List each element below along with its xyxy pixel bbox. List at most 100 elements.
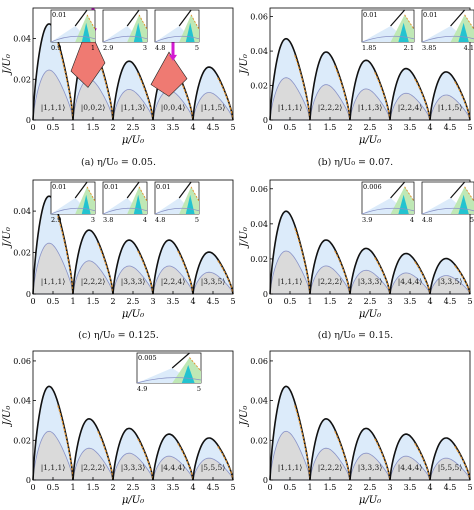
- lobe-2: |2,2,2⟩: [309, 51, 351, 121]
- x-tick-label: 4: [427, 483, 432, 492]
- x-tick-label: 2: [347, 297, 352, 306]
- x-tick-label: 4.5: [444, 483, 457, 492]
- inner-lobe-fill: [192, 457, 234, 481]
- y-tick-label: 0.04: [13, 397, 31, 406]
- lobe-5: |3,3,5⟩: [192, 251, 234, 295]
- outer-lobe-line: [152, 239, 194, 295]
- dashed-boundary: [137, 438, 154, 481]
- x-tick-label: 0.5: [47, 297, 60, 306]
- dashed-boundary: [414, 78, 431, 121]
- lobe-2: |2,2,2⟩: [72, 417, 114, 481]
- inset-x-tick: 5: [195, 44, 199, 52]
- inset-1: 0.01 1.85 2.1: [361, 9, 415, 52]
- lobe-label: |1,1,5⟩: [438, 103, 463, 112]
- dashed-boundary: [334, 65, 351, 121]
- lobe-label: |2,2,4⟩: [398, 103, 423, 112]
- y-tick-label: 0.04: [250, 397, 268, 406]
- dashed-boundary: [454, 446, 471, 481]
- x-tick-label: 4: [190, 123, 195, 132]
- outer-lobe-line: [349, 427, 391, 481]
- y-tick-label: 0.04: [250, 47, 268, 56]
- dashed-boundary: [217, 446, 234, 481]
- x-tick-label: 2: [110, 483, 115, 492]
- x-tick-label: 4.5: [207, 483, 220, 492]
- caption-d: (d) η/U₀ = 0.15.: [317, 330, 394, 341]
- inset-2: 0.01 3.8 4: [102, 181, 148, 224]
- x-tick-label: 3.5: [404, 483, 417, 492]
- inset-x-tick: 4.1: [464, 44, 474, 52]
- x-tick-label: 2.5: [127, 297, 140, 306]
- dashed-boundary: [57, 43, 74, 121]
- inner-lobe-fill: [429, 275, 471, 295]
- x-tick-label: 1.5: [87, 123, 100, 132]
- lobe-label: |3,3,3⟩: [358, 277, 383, 286]
- lobe-1: |1,1,1⟩: [32, 23, 74, 121]
- x-axis-label: μ/U₀: [359, 309, 381, 320]
- lobe-1: |1,1,1⟩: [32, 385, 74, 481]
- y-tick-label: 0.06: [250, 13, 268, 22]
- inner-lobe-fill: [72, 447, 114, 481]
- lobe-label: |1,1,1⟩: [41, 103, 66, 112]
- x-tick-label: 4.5: [444, 123, 457, 132]
- y-tick-label: 0: [26, 476, 31, 485]
- inset-x-tick: 1.85: [362, 44, 376, 52]
- lobe-1: |1,1,1⟩: [269, 210, 311, 295]
- inset-x-tick: 4.9: [137, 385, 147, 393]
- inner-lobe-fill: [309, 447, 351, 481]
- inset-y-tick: 0.01: [52, 11, 66, 19]
- lobe-2: |2,2,2⟩: [309, 239, 351, 295]
- x-tick-label: 5: [230, 123, 235, 132]
- lobe-label: |0,0,4⟩: [161, 103, 186, 112]
- inset-y-tick: 0.01: [423, 11, 437, 19]
- lobe-label: |2,2,2⟩: [318, 103, 343, 112]
- y-axis-label: J/U₀: [2, 227, 13, 249]
- dashed-boundary: [177, 250, 194, 295]
- lobe-label: |3,3,3⟩: [121, 277, 146, 286]
- red-region: [150, 51, 188, 97]
- panel-a: |1,1,1⟩ |0,0,2⟩ |1,1,3⟩ |0,0,4⟩ |1,1,5⟩ 0 0.02…: [2, 7, 236, 146]
- x-tick-label: 1.5: [324, 297, 337, 306]
- x-axis-label: μ/U₀: [122, 309, 144, 320]
- dashed-boundary: [374, 438, 391, 481]
- inset-3: 0.01 4.8 5: [154, 181, 200, 224]
- inset-2: 4.8 5: [421, 181, 474, 224]
- outer-lobe-line: [389, 67, 431, 121]
- inset-y-tick: 0.01: [363, 11, 377, 19]
- inset-x-tick: 4.8: [155, 44, 165, 52]
- lobe-3: |3,3,3⟩: [112, 239, 154, 295]
- lobe-1: |1,1,1⟩: [269, 385, 311, 481]
- inner-lobe-fill: [269, 250, 311, 295]
- y-tick-label: 0.02: [250, 255, 268, 264]
- inner-lobe-fill: [152, 265, 194, 295]
- y-tick-label: 0: [26, 116, 31, 125]
- x-axis-label: μ/U₀: [359, 495, 381, 506]
- x-tick-label: 4: [427, 123, 432, 132]
- x-tick-label: 0.5: [284, 483, 297, 492]
- inset-y-tick: 0.01: [52, 183, 66, 191]
- lobe-label: |4,4,4⟩: [161, 463, 186, 472]
- panel-e: |1,1,1⟩ |2,2,2⟩ |3,3,3⟩ |4,4,4⟩ |5,5,5⟩ 0 0.02…: [2, 350, 236, 506]
- inner-lobe-fill: [112, 452, 154, 481]
- inner-lobe-fill: [429, 94, 471, 121]
- lobe-3: |1,1,3⟩: [112, 60, 154, 121]
- inner-lobe-fill: [429, 457, 471, 481]
- y-tick-label: 0.06: [13, 357, 31, 366]
- y-tick-label: 0.04: [13, 35, 31, 44]
- lobe-4: |4,4,4⟩: [152, 433, 194, 481]
- y-tick-label: 0.02: [13, 249, 31, 258]
- caption-c: (c) η/U₀ = 0.125.: [78, 330, 159, 341]
- outer-lobe-line: [112, 427, 154, 481]
- x-tick-label: 0: [267, 483, 272, 492]
- inner-lobe-fill: [112, 265, 154, 295]
- lobe-label: |2,2,2⟩: [81, 463, 106, 472]
- x-tick-label: 1: [307, 483, 312, 492]
- x-tick-label: 5: [467, 483, 472, 492]
- dashed-boundary: [294, 227, 311, 295]
- y-tick-label: 0.06: [250, 357, 268, 366]
- inset-x-tick: 4: [143, 216, 147, 224]
- dashed-boundary: [217, 260, 234, 295]
- y-tick-label: 0.02: [13, 75, 31, 84]
- lobe-label: |1,1,1⟩: [41, 463, 66, 472]
- lobe-3: |3,3,3⟩: [112, 427, 154, 481]
- x-tick-label: 0: [30, 297, 35, 306]
